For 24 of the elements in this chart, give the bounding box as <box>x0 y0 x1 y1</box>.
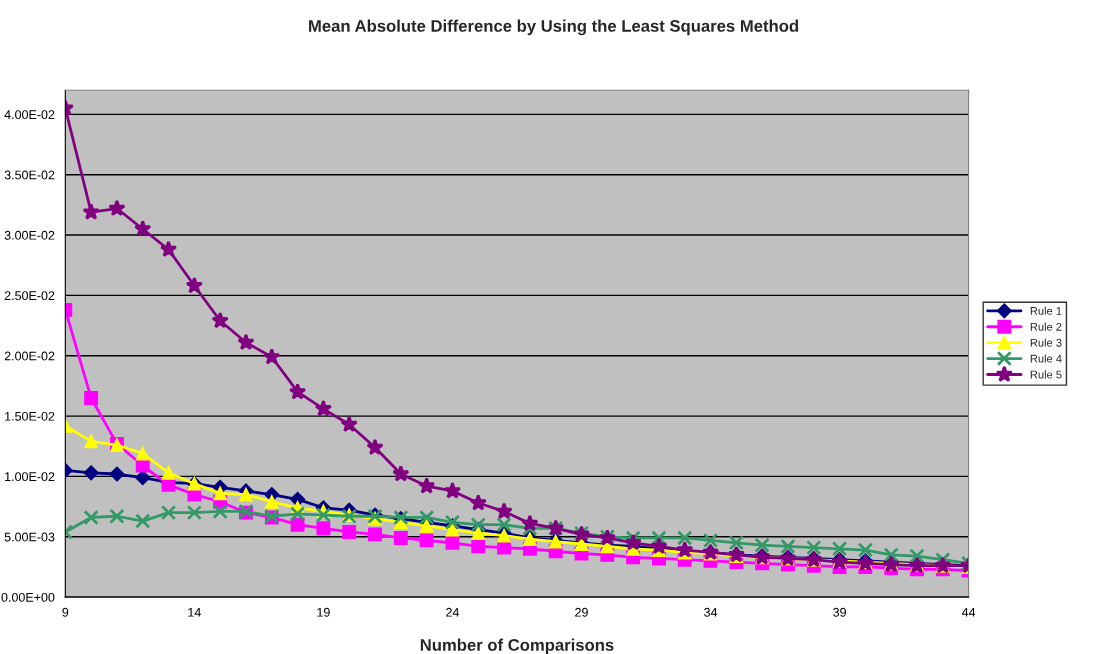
legend-label: Rule 2 <box>1030 322 1062 331</box>
y-tick-label: 3.50E-02 <box>4 170 55 180</box>
x-tick-label: 14 <box>188 607 201 617</box>
x-axis-title: Number of Comparisons <box>420 638 614 654</box>
x-tick-label: 29 <box>575 607 588 617</box>
y-tick-label: 2.50E-02 <box>4 291 55 301</box>
x-tick-label: 24 <box>446 607 460 617</box>
legend-label: Rule 1 <box>1030 306 1062 315</box>
legend-label: Rule 3 <box>1030 338 1062 347</box>
x-tick-label: 39 <box>833 607 846 617</box>
y-tick-label: 2.00E-02 <box>4 351 55 361</box>
y-tick-label: 3.00E-02 <box>4 230 55 240</box>
y-tick-label: 5.00E-03 <box>4 532 55 542</box>
x-tick-label: 44 <box>961 607 976 617</box>
legend-label: Rule 4 <box>1030 354 1062 363</box>
x-tick-label: 9 <box>62 607 69 617</box>
y-tick-label: 1.50E-02 <box>5 411 55 421</box>
x-tick-label: 34 <box>704 607 718 617</box>
chart-title: Mean Absolute Difference by Using the Least Squares Method <box>309 19 798 36</box>
y-tick-label: 1.00E-02 <box>5 472 55 482</box>
y-tick-label: 4.00E-02 <box>4 110 55 120</box>
y-tick-label: 0.00E+00 <box>1 592 55 602</box>
legend-label: Rule 5 <box>1030 370 1062 379</box>
x-tick-label: 19 <box>317 607 330 617</box>
